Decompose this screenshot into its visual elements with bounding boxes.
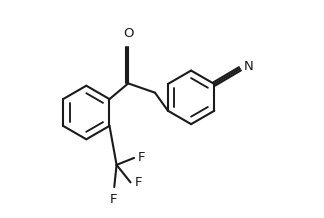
- Text: F: F: [134, 176, 142, 189]
- Text: O: O: [123, 27, 133, 40]
- Text: N: N: [244, 60, 254, 73]
- Text: F: F: [138, 152, 146, 164]
- Text: F: F: [109, 193, 117, 206]
